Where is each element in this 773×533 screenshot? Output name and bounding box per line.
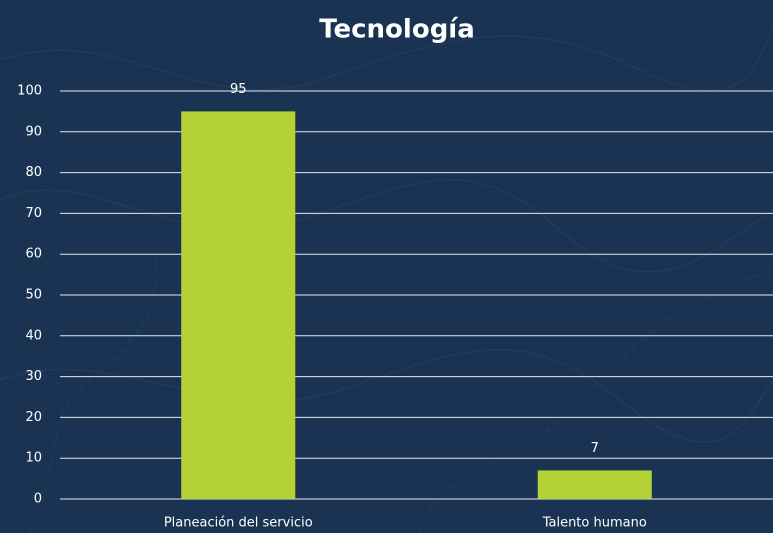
x-tick-label: Talento humano (542, 516, 647, 531)
y-tick-label: 50 (25, 288, 42, 303)
y-tick-label: 80 (25, 165, 42, 180)
chart-title: Tecnología (319, 15, 475, 45)
y-tick-label: 10 (25, 451, 42, 466)
value-label: 7 (591, 441, 599, 456)
y-tick-label: 30 (25, 369, 42, 384)
y-tick-label: 90 (25, 124, 42, 139)
bar (537, 470, 652, 499)
background-pattern (0, 29, 773, 533)
y-tick-label: 100 (17, 84, 42, 99)
x-tick-label: Planeación del servicio (164, 516, 313, 531)
y-tick-label: 0 (34, 492, 42, 507)
y-tick-label: 40 (25, 328, 42, 343)
y-tick-label: 70 (25, 206, 42, 221)
bar (181, 111, 296, 500)
value-label: 95 (230, 82, 247, 97)
y-tick-label: 20 (25, 410, 42, 425)
y-tick-label: 60 (25, 247, 42, 262)
